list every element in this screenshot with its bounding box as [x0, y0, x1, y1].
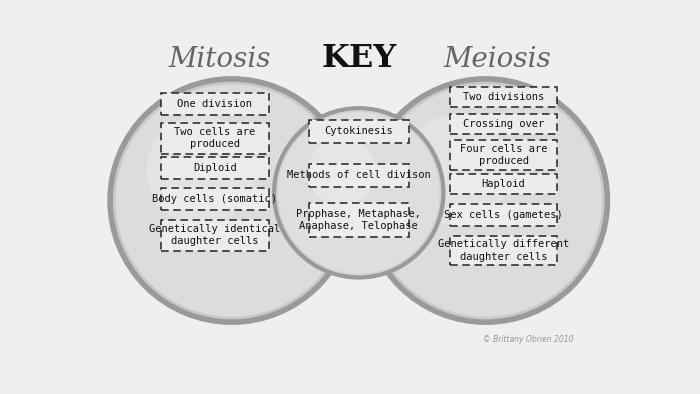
Circle shape	[364, 79, 608, 322]
Text: Two divisions: Two divisions	[463, 91, 544, 102]
FancyBboxPatch shape	[161, 157, 269, 179]
Circle shape	[274, 108, 444, 277]
Text: One division: One division	[177, 99, 252, 109]
FancyBboxPatch shape	[161, 123, 269, 154]
FancyBboxPatch shape	[449, 87, 557, 106]
FancyBboxPatch shape	[161, 220, 269, 251]
FancyBboxPatch shape	[161, 93, 269, 115]
Text: Body cells (somatic): Body cells (somatic)	[153, 194, 277, 204]
Text: Crossing over: Crossing over	[463, 119, 544, 128]
Circle shape	[278, 112, 440, 274]
Circle shape	[146, 115, 256, 225]
Text: Genetically different
daughter cells: Genetically different daughter cells	[438, 240, 569, 262]
Text: © Brittany Obrien 2010: © Brittany Obrien 2010	[483, 335, 573, 344]
Text: Methods of cell divison: Methods of cell divison	[287, 170, 430, 180]
FancyBboxPatch shape	[449, 236, 557, 265]
FancyBboxPatch shape	[309, 120, 409, 143]
FancyBboxPatch shape	[309, 203, 409, 237]
Text: Cytokinesis: Cytokinesis	[324, 126, 393, 136]
FancyBboxPatch shape	[449, 204, 557, 226]
Text: Prophase, Metaphase,
Anaphase, Telophase: Prophase, Metaphase, Anaphase, Telophase	[296, 208, 421, 231]
Text: KEY: KEY	[321, 43, 396, 74]
Circle shape	[116, 84, 348, 317]
Text: Sex cells (gametes): Sex cells (gametes)	[444, 210, 563, 220]
Text: Four cells are
produced: Four cells are produced	[460, 144, 547, 166]
Text: Two cells are
produced: Two cells are produced	[174, 127, 256, 149]
Text: Genetically identical
daughter cells: Genetically identical daughter cells	[149, 224, 281, 246]
FancyBboxPatch shape	[449, 140, 557, 170]
Circle shape	[308, 138, 376, 206]
Text: Haploid: Haploid	[482, 179, 526, 190]
Text: Meiosis: Meiosis	[444, 46, 551, 73]
Circle shape	[370, 84, 602, 317]
Circle shape	[400, 115, 510, 225]
FancyBboxPatch shape	[449, 113, 557, 134]
FancyBboxPatch shape	[449, 174, 557, 194]
Text: Diploid: Diploid	[193, 163, 237, 173]
Circle shape	[110, 79, 354, 322]
FancyBboxPatch shape	[161, 188, 269, 210]
FancyBboxPatch shape	[309, 164, 409, 187]
Text: Mitosis: Mitosis	[169, 46, 272, 73]
